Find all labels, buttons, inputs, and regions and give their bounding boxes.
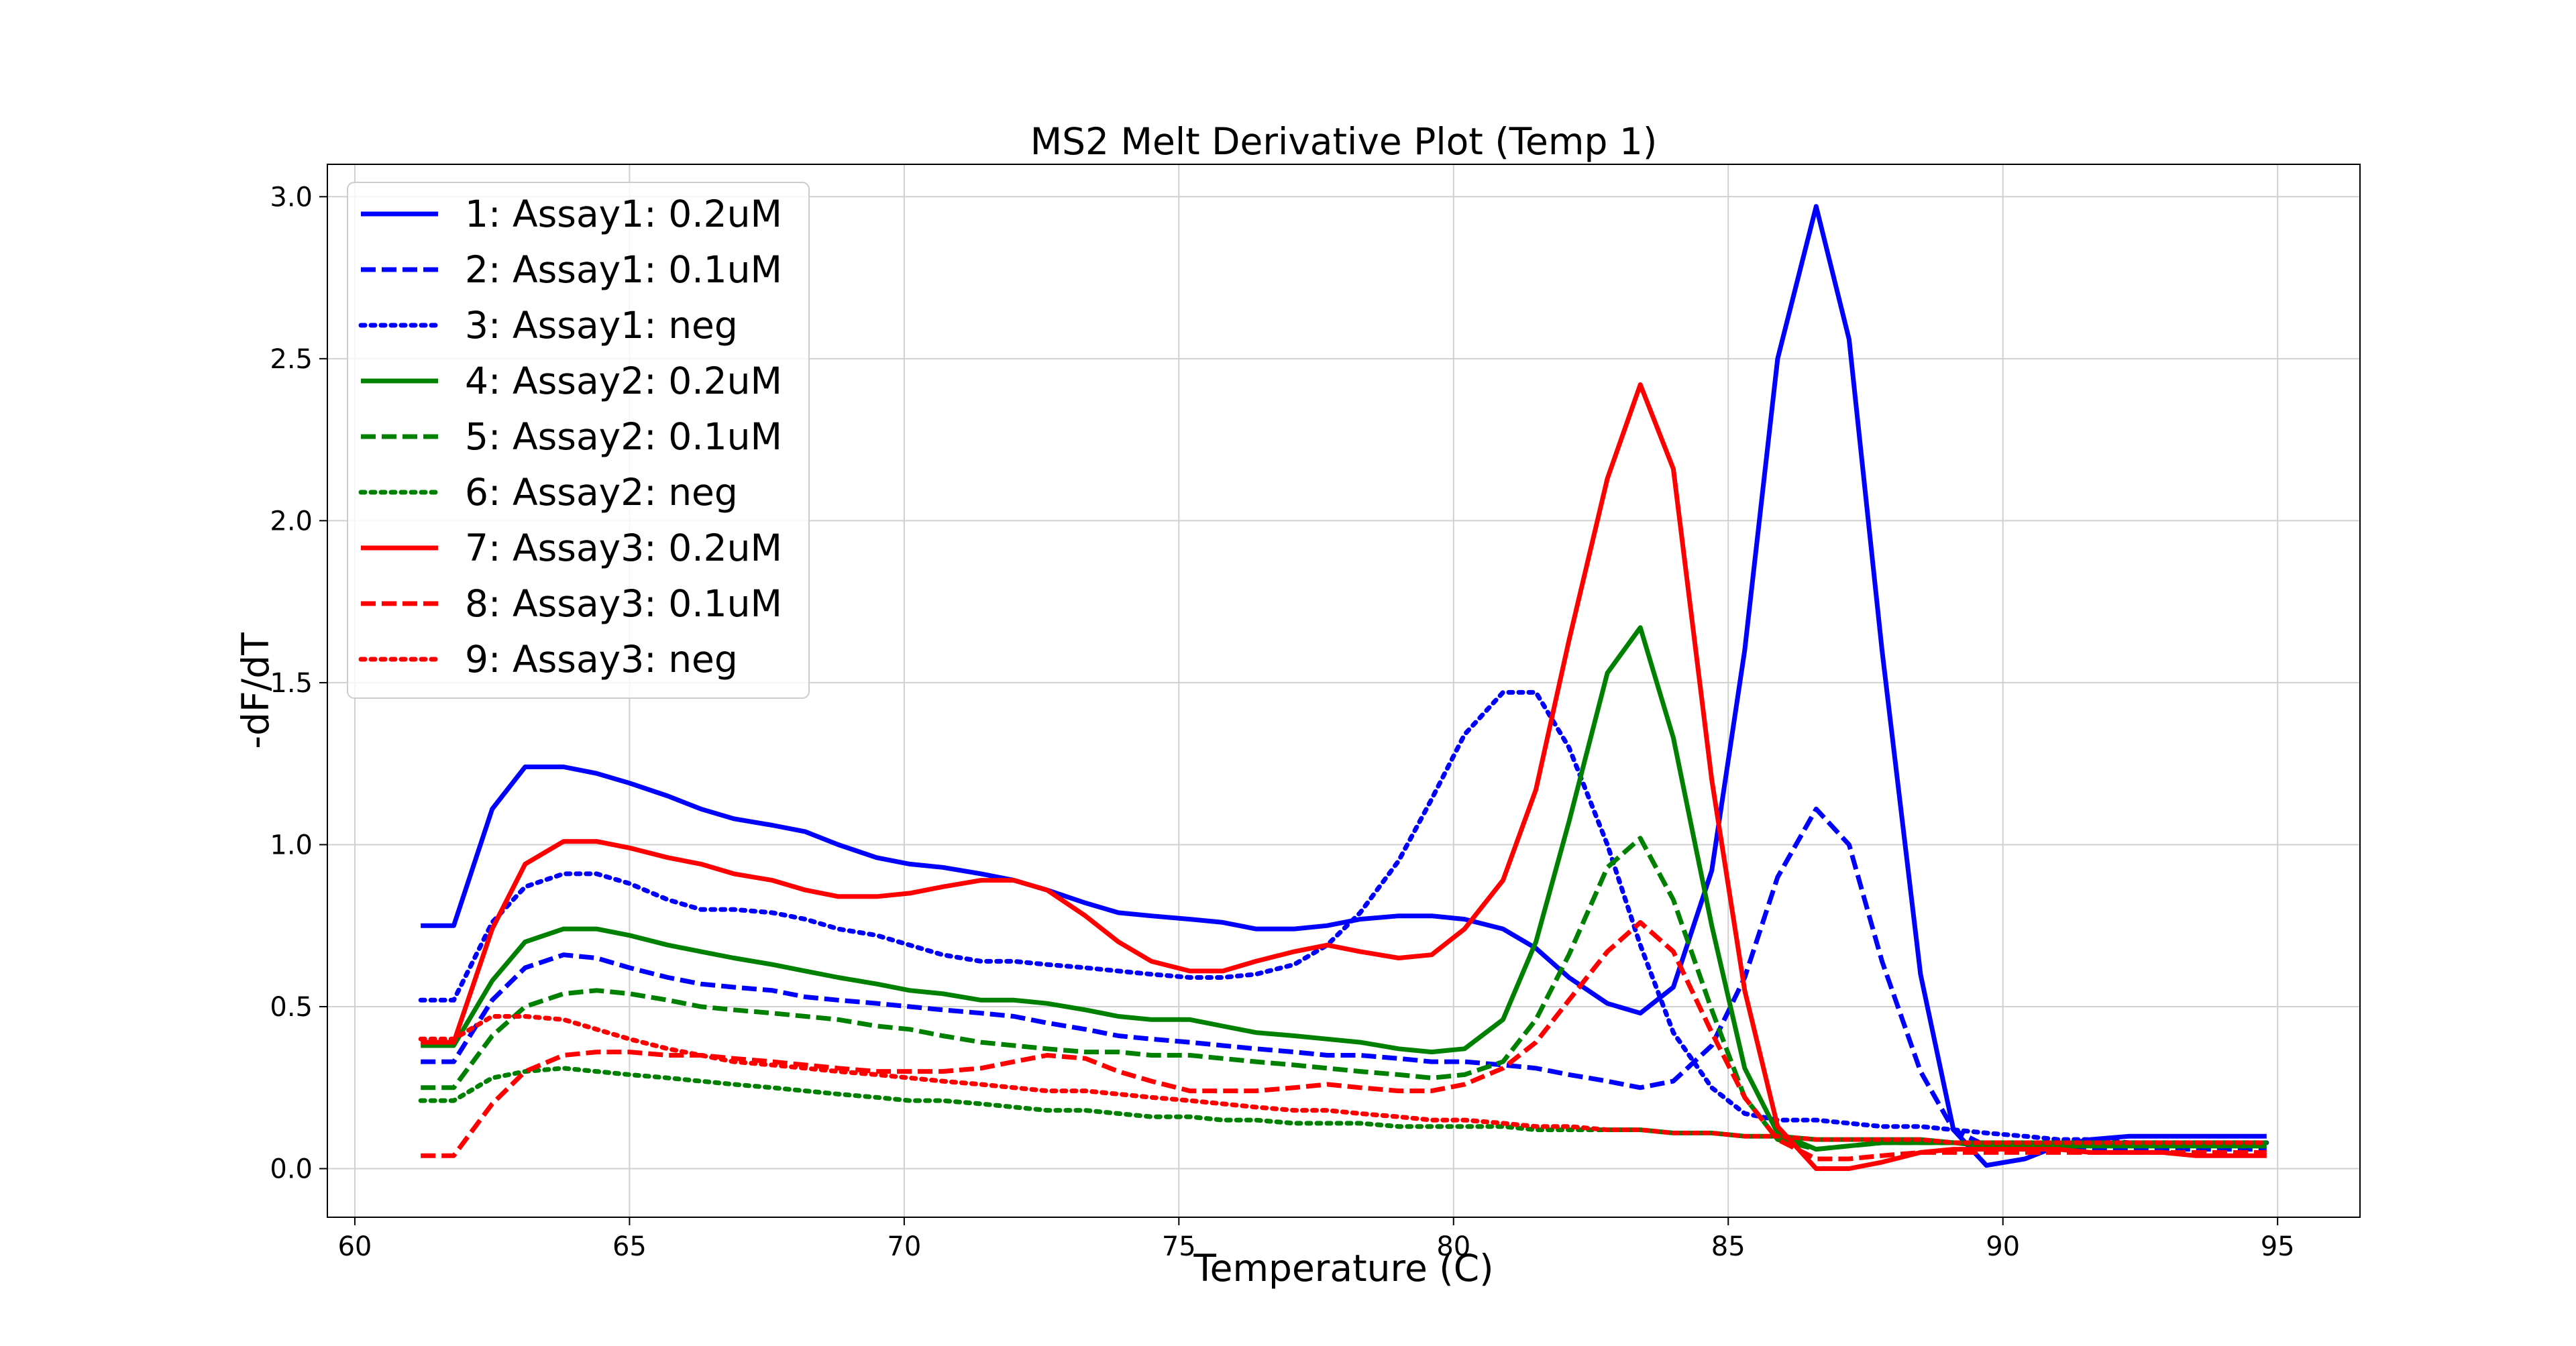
grid: [327, 164, 2360, 1217]
series-line-7: [421, 382, 2267, 1171]
x-tick-label: 75: [1162, 1231, 1196, 1262]
legend-box: [347, 182, 810, 699]
y-tick-label: 2.0: [270, 506, 313, 537]
y-tick-label: 2.5: [270, 344, 313, 375]
legend-label-7: 7: Assay3: 0.2uM: [465, 526, 782, 569]
chart-title: MS2 Melt Derivative Plot (Temp 1): [1030, 120, 1658, 163]
series-line-3: [418, 689, 2269, 1145]
x-tick-label: 70: [887, 1231, 921, 1262]
x-tick-label: 80: [1436, 1231, 1470, 1262]
series-line-9: [418, 1014, 2269, 1145]
legend: 1: Assay1: 0.2uM 2: Assay1: 0.1uM 3: Assay…: [347, 182, 810, 699]
legend-label-8: 8: Assay3: 0.1uM: [465, 582, 782, 625]
legend-label-3: 3: Assay1: neg: [465, 304, 738, 347]
legend-label-6: 6: Assay2: neg: [465, 471, 738, 514]
legend-label-1: 1: Assay1: 0.2uM: [465, 192, 782, 235]
x-tick-label: 90: [1986, 1231, 2020, 1262]
series-line-2: [421, 806, 2267, 1152]
x-tick-label: 60: [337, 1231, 372, 1262]
x-tick-label: 85: [1711, 1231, 1746, 1262]
y-tick-label: 3.0: [270, 182, 313, 213]
series-lines: [418, 204, 2269, 1171]
x-axis-label: Temperature (C): [1193, 1247, 1493, 1290]
y-tick-label: 0.5: [270, 992, 313, 1023]
legend-label-2: 2: Assay1: 0.1uM: [465, 248, 782, 291]
x-tick-label: 65: [612, 1231, 647, 1262]
series-line-5: [421, 836, 2267, 1152]
legend-label-5: 5: Assay2: 0.1uM: [465, 415, 782, 458]
legend-label-9: 9: Assay3: neg: [465, 638, 738, 681]
y-tick-label: 1.0: [270, 830, 313, 860]
plot-frame: [327, 164, 2361, 1218]
series-line-1: [421, 204, 2267, 1168]
y-tick-label: 1.5: [270, 668, 313, 699]
x-tick-label: 95: [2261, 1231, 2295, 1262]
legend-label-4: 4: Assay2: 0.2uM: [465, 359, 782, 402]
axis-ticks: 60 65 70 75 80 85 90 95 0.0 0.5 1.0 1.5 2.0 2.5 3.0: [270, 182, 2294, 1262]
y-tick-label: 0.0: [270, 1154, 313, 1185]
y-axis-label: -dF/dT: [234, 632, 277, 749]
